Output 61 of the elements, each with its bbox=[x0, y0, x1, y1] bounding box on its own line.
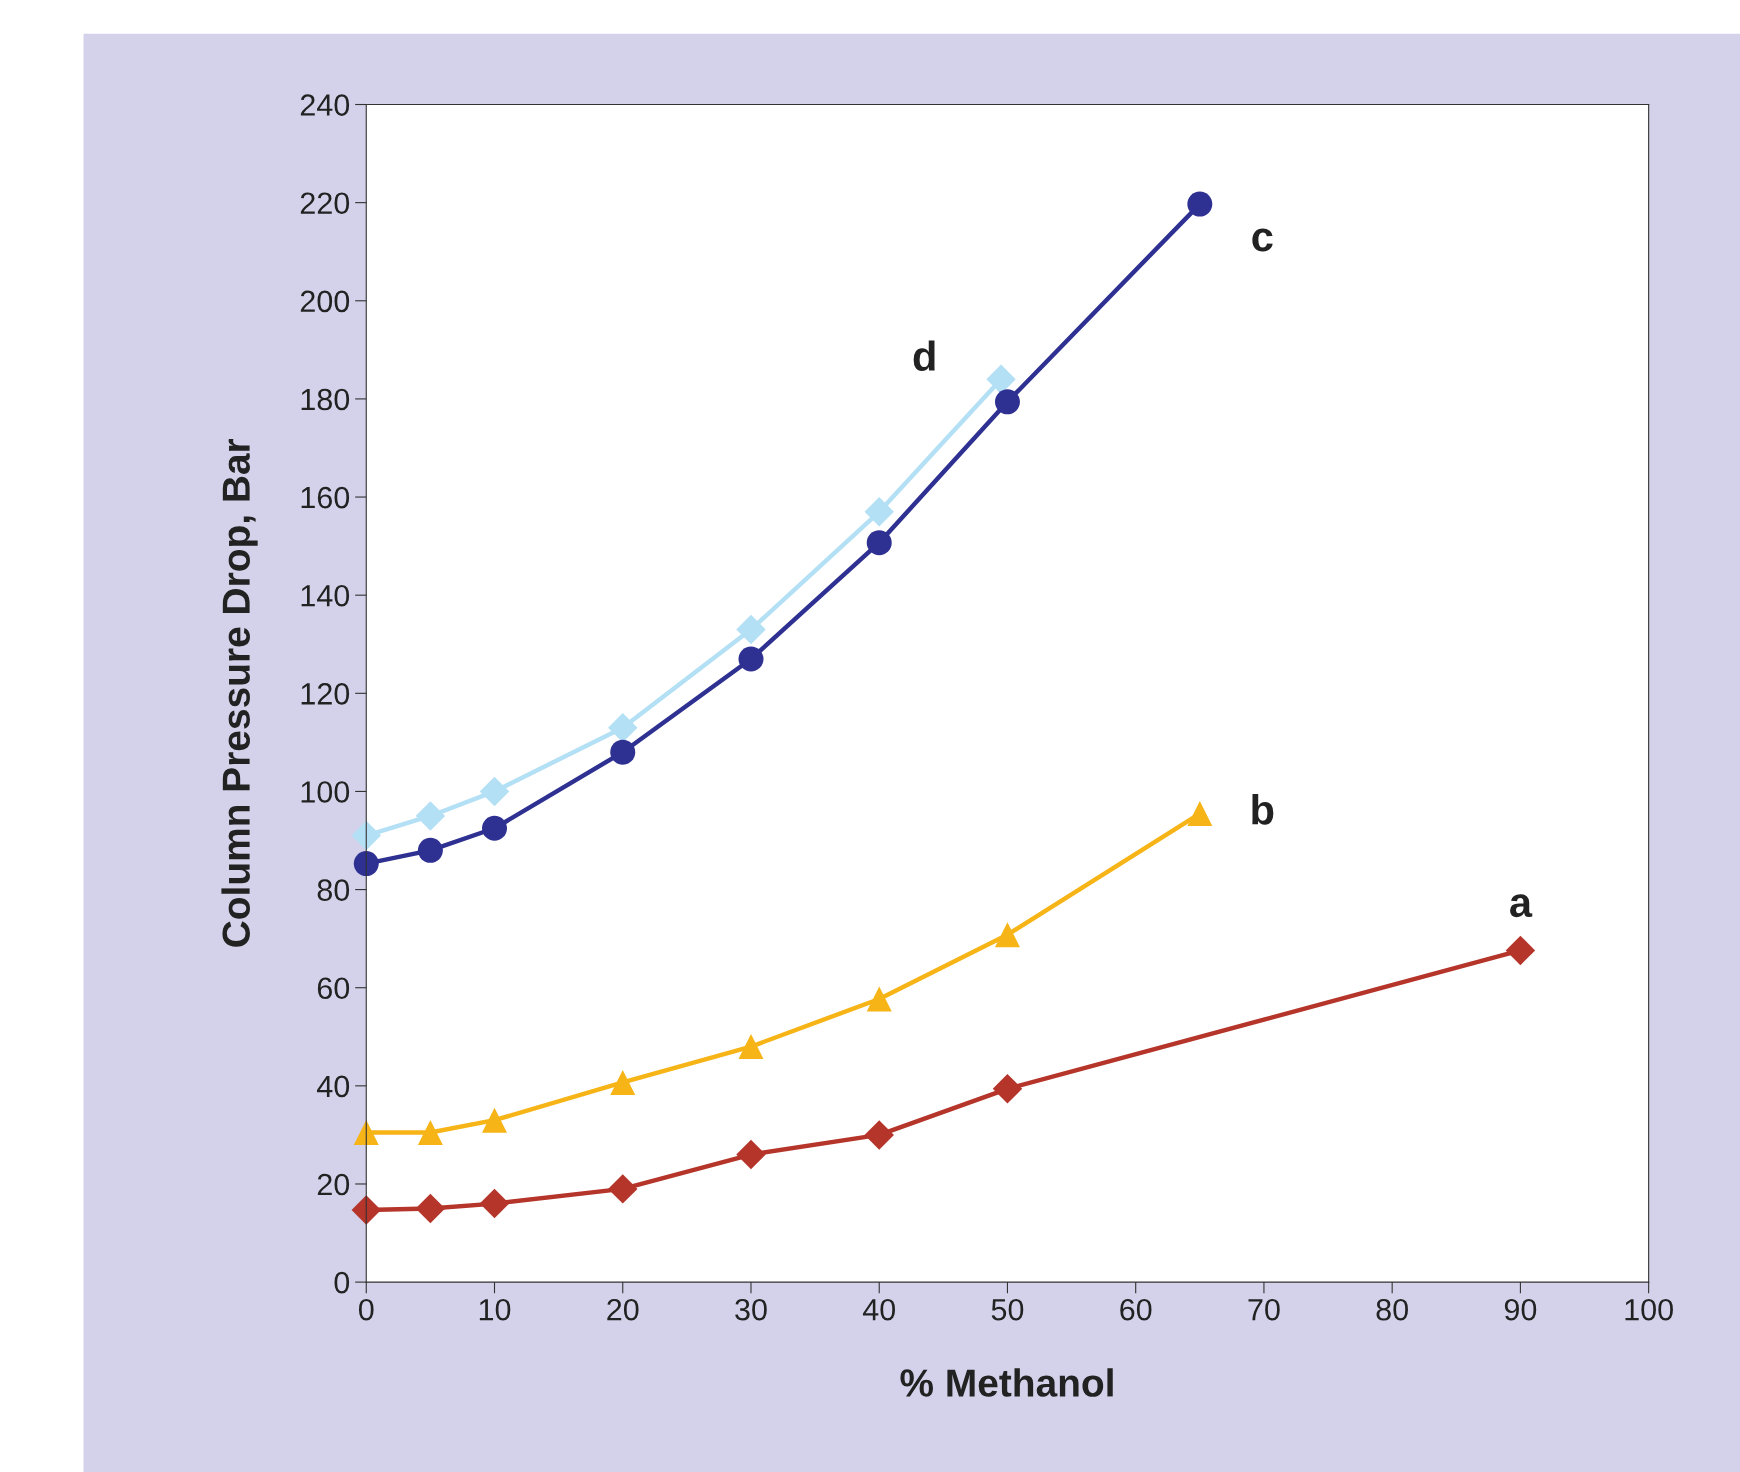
y-tick-label: 180 bbox=[301, 388, 350, 411]
point bbox=[986, 364, 1016, 395]
point bbox=[351, 1195, 381, 1225]
point bbox=[1505, 935, 1536, 966]
point bbox=[417, 837, 443, 863]
point bbox=[415, 801, 446, 831]
y-tick-label: 200 bbox=[300, 290, 350, 313]
y-tick-label: 100 bbox=[301, 781, 350, 803]
y-tick-label: 240 bbox=[300, 94, 350, 116]
point bbox=[992, 1074, 1023, 1104]
y-tick-label: 160 bbox=[301, 486, 350, 509]
point bbox=[353, 851, 379, 877]
point bbox=[736, 614, 766, 645]
series-label: c bbox=[1252, 228, 1273, 252]
x-tick-label: 90 bbox=[1504, 1298, 1537, 1321]
x-axis-title: % Methanol bbox=[900, 1368, 1113, 1397]
series-label: b bbox=[1252, 794, 1274, 825]
point bbox=[738, 1034, 764, 1060]
x-tick-label: 70 bbox=[1248, 1298, 1280, 1321]
point bbox=[1187, 191, 1213, 217]
x-tick-label: 10 bbox=[479, 1298, 511, 1321]
point bbox=[482, 1107, 508, 1133]
y-tick-label: 60 bbox=[317, 977, 350, 1000]
point bbox=[479, 1188, 510, 1219]
point bbox=[353, 1119, 379, 1145]
x-tick-label: 100 bbox=[1625, 1298, 1673, 1321]
point bbox=[415, 1193, 446, 1224]
y-tick-label: 80 bbox=[317, 879, 350, 901]
x-tick-label: 80 bbox=[1376, 1298, 1408, 1321]
x-tick-label: 40 bbox=[862, 1298, 896, 1321]
y-tick-label: 120 bbox=[301, 683, 350, 705]
point bbox=[866, 986, 892, 1012]
point bbox=[608, 712, 638, 743]
point bbox=[736, 1139, 766, 1170]
point bbox=[864, 1120, 894, 1150]
x-tick-label: 0 bbox=[358, 1298, 374, 1321]
y-tick-label: 40 bbox=[317, 1075, 350, 1098]
point bbox=[351, 820, 381, 851]
series-label: d bbox=[913, 340, 935, 372]
y-tick-label: 0 bbox=[334, 1271, 350, 1294]
point bbox=[738, 646, 764, 672]
x-tick-label: 20 bbox=[607, 1298, 639, 1321]
point bbox=[482, 815, 508, 841]
point bbox=[610, 1069, 636, 1095]
point bbox=[417, 1119, 443, 1145]
y-tick-label: 20 bbox=[317, 1173, 350, 1196]
point bbox=[479, 776, 510, 807]
point bbox=[994, 922, 1020, 948]
point bbox=[608, 1174, 638, 1204]
x-tick-label: 60 bbox=[1120, 1298, 1152, 1321]
x-tick-label: 30 bbox=[735, 1298, 767, 1321]
series-label: a bbox=[1510, 894, 1533, 918]
point bbox=[864, 497, 894, 527]
y-axis-title: Column Pressure Drop, Bar bbox=[221, 438, 258, 947]
y-tick-label: 220 bbox=[300, 192, 350, 215]
point bbox=[866, 530, 892, 556]
point bbox=[610, 739, 636, 765]
x-tick-label: 50 bbox=[991, 1298, 1024, 1321]
y-tick-label: 140 bbox=[301, 584, 350, 607]
point bbox=[1187, 801, 1213, 827]
point bbox=[994, 389, 1020, 415]
